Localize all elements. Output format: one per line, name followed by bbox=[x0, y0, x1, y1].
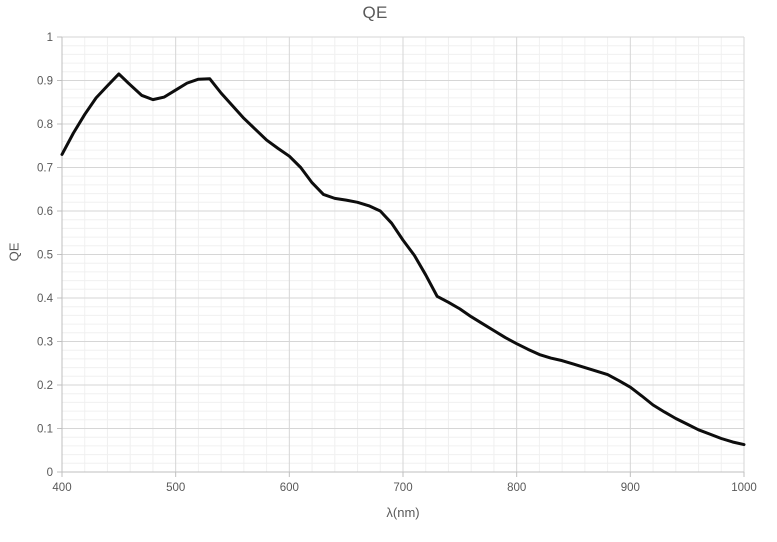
x-tick-label: 500 bbox=[166, 482, 185, 494]
y-tick-label: 0.1 bbox=[37, 424, 53, 436]
x-tick-label: 800 bbox=[507, 482, 526, 494]
x-tick-label: 700 bbox=[393, 482, 412, 494]
x-axis-title: λ(nm) bbox=[386, 505, 420, 520]
y-tick-label: 0.7 bbox=[37, 163, 53, 175]
x-tick-label: 600 bbox=[280, 482, 299, 494]
y-tick-label: 0 bbox=[47, 467, 53, 479]
y-tick-label: 0.6 bbox=[37, 206, 53, 218]
y-tick-label: 0.3 bbox=[37, 337, 53, 349]
y-tick-label: 0.4 bbox=[37, 293, 54, 305]
y-tick-label: 1 bbox=[47, 32, 53, 44]
y-tick-label: 0.8 bbox=[37, 119, 53, 131]
x-tick-label: 1000 bbox=[731, 482, 757, 494]
x-tick-label: 900 bbox=[621, 482, 640, 494]
y-tick-label: 0.5 bbox=[37, 250, 53, 262]
qe-curve bbox=[60, 72, 746, 447]
y-tick-label: 0.9 bbox=[37, 76, 53, 88]
chart-title: QE bbox=[362, 3, 388, 22]
y-axis-title: QE bbox=[6, 242, 22, 262]
y-tick-label: 0.2 bbox=[37, 380, 53, 392]
x-tick-label: 400 bbox=[52, 482, 71, 494]
